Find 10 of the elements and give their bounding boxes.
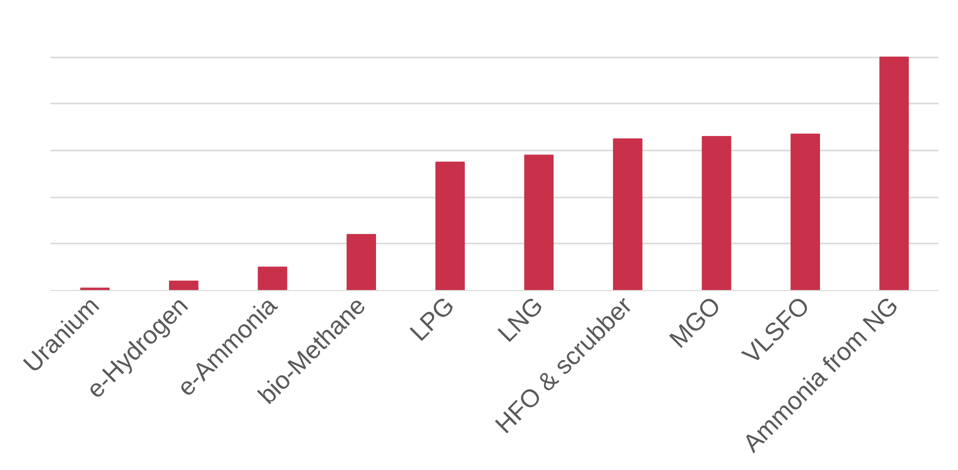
bar	[435, 162, 465, 290]
bar	[612, 138, 642, 290]
bar	[168, 280, 198, 290]
bar	[702, 136, 732, 290]
bar	[258, 266, 288, 290]
bar	[524, 154, 554, 290]
bar	[879, 56, 909, 290]
x-tick-label: LPG	[404, 292, 460, 347]
bar	[790, 134, 820, 290]
bar	[346, 234, 376, 290]
